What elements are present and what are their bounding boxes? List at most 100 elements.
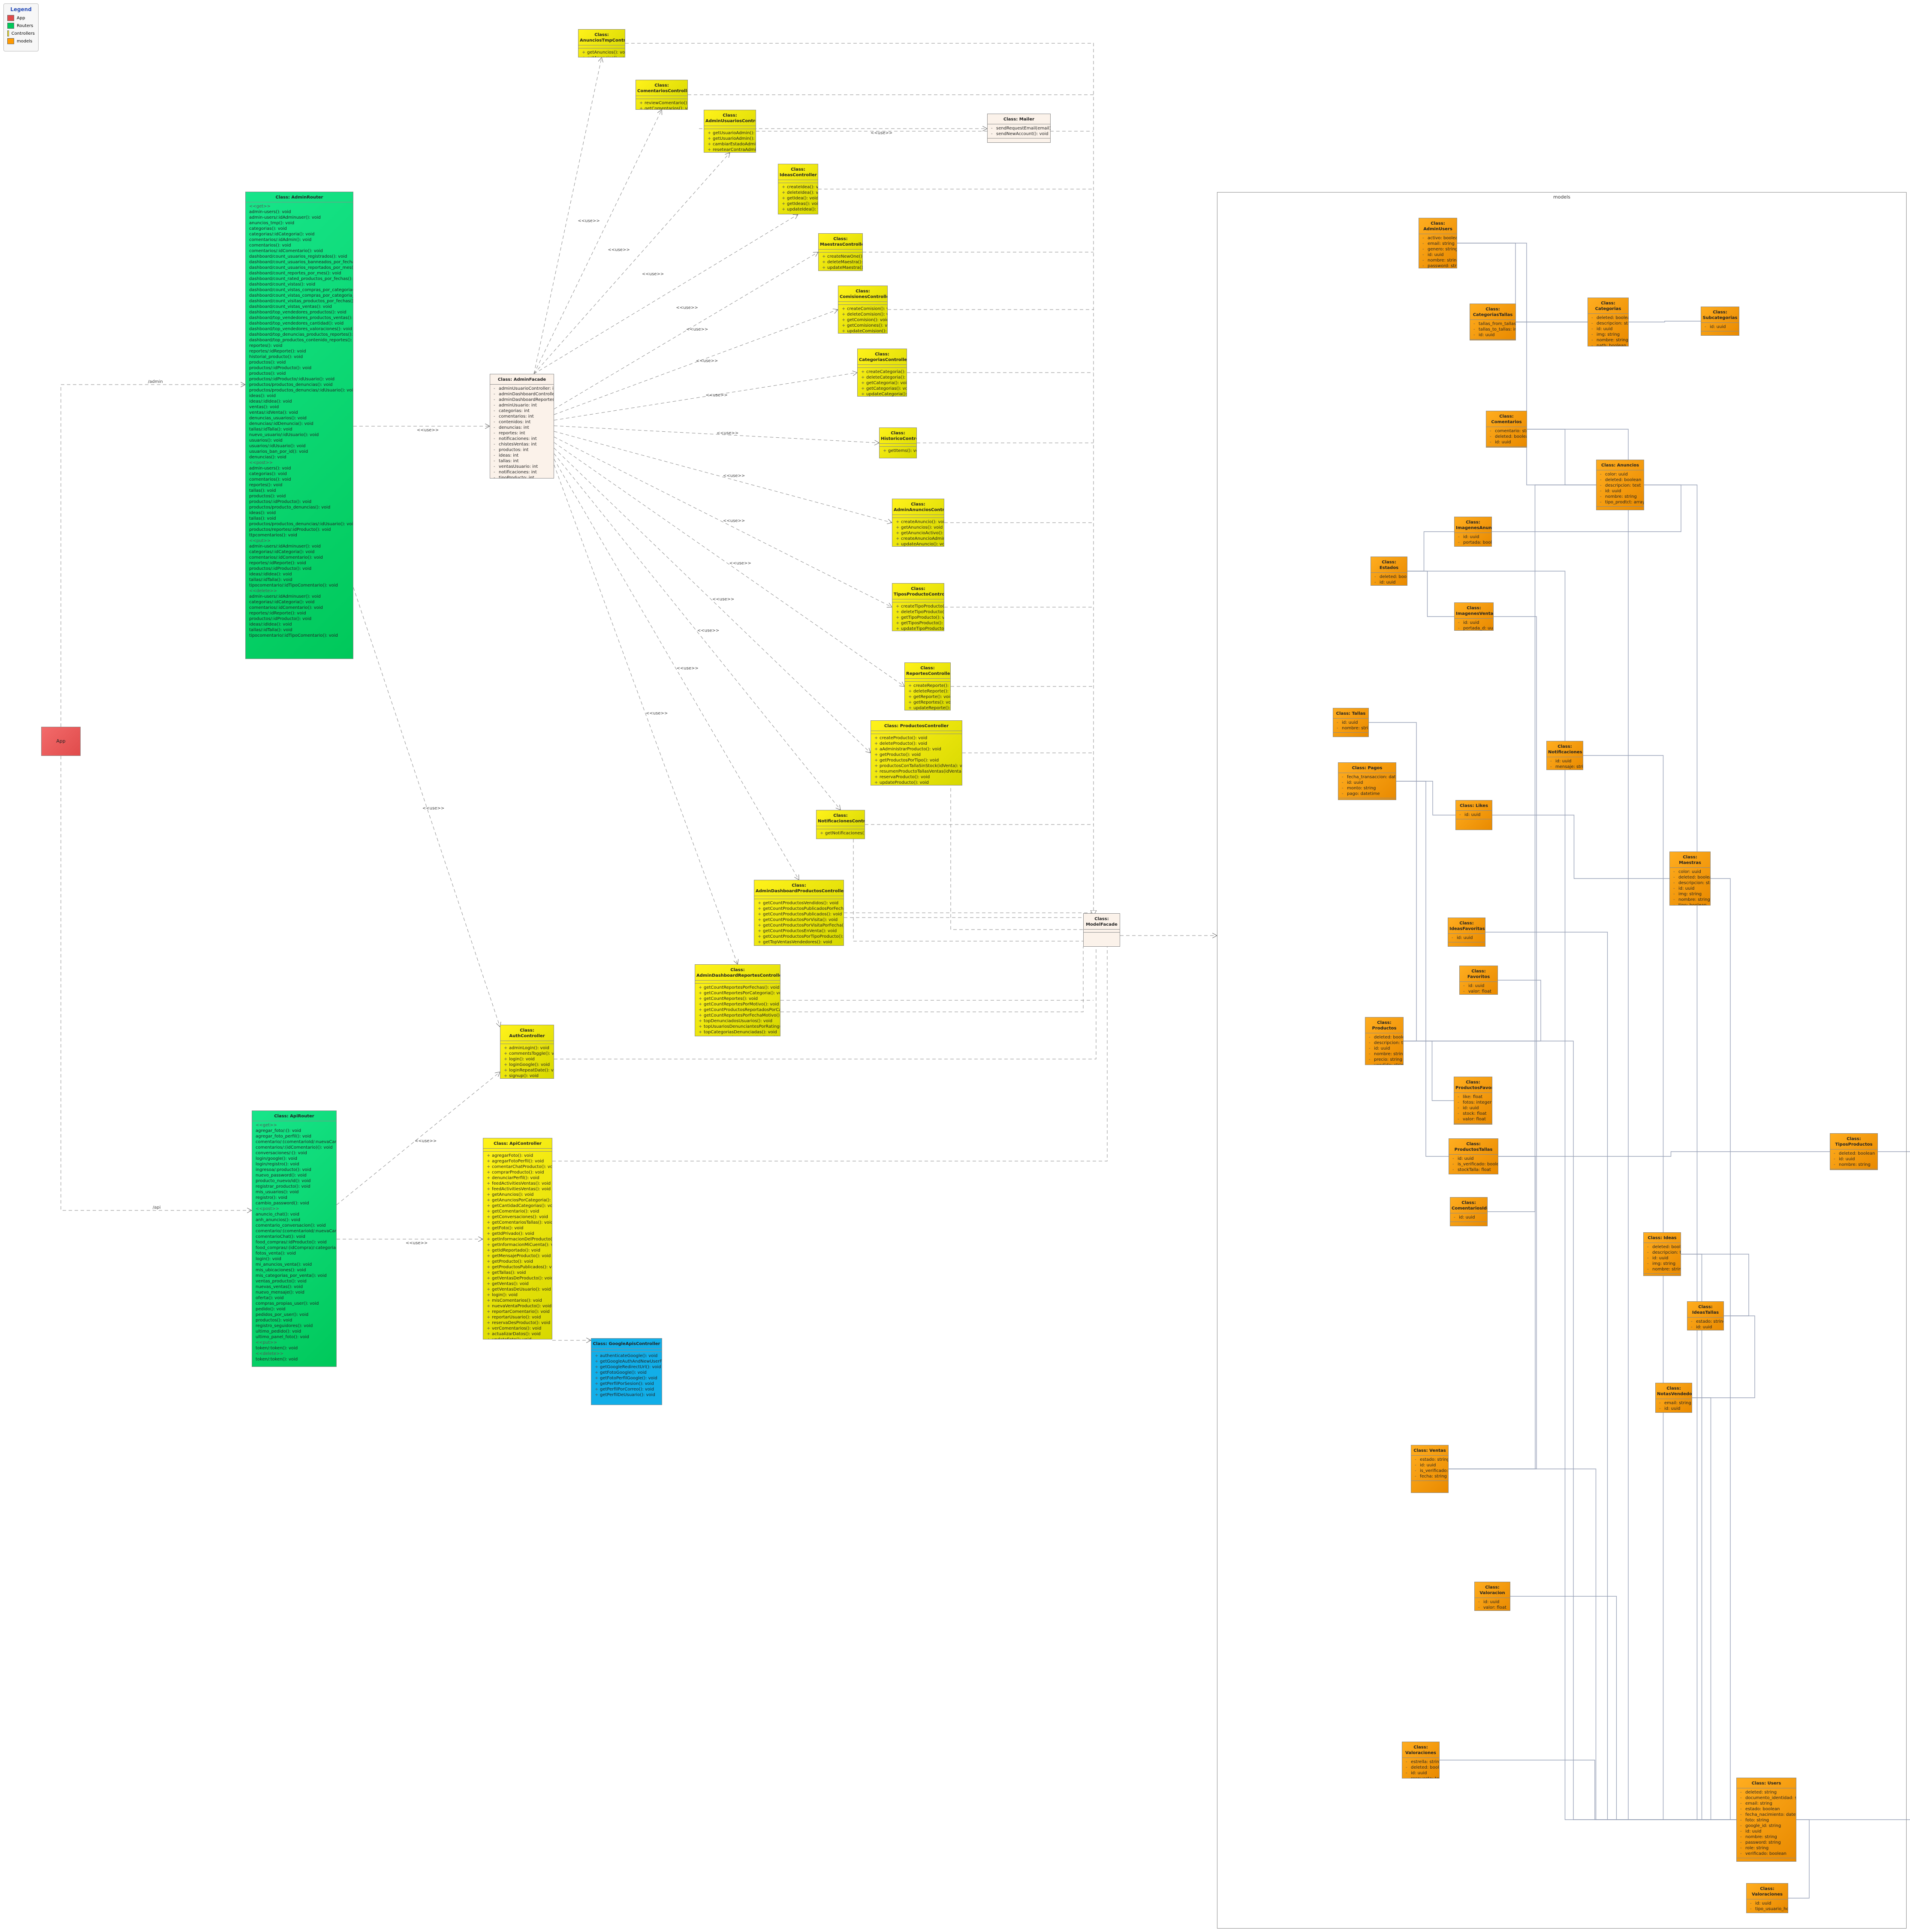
class-box-m-notasvendedor[interactable]: Class: NotasVendedor - email: string - id: u…	[1655, 1383, 1692, 1413]
class-box-m-adminusers[interactable]: Class: AdminUsers-activo: boolean-email:…	[1419, 218, 1457, 268]
class-box-m-productos[interactable]: Class: Productos-deleted: boolean-descri…	[1365, 1017, 1404, 1065]
class-method: +getCountReportesPorFechaMotivo(): void	[699, 1013, 780, 1018]
class-box-m-estados[interactable]: Class: Estados-deleted: boolean-id: uuid…	[1371, 557, 1407, 586]
class-box-m-ventas[interactable]: Class: Ventas - estado: string - id: uuid - is…	[1411, 1445, 1449, 1493]
class-box-m-categoriastallas[interactable]: Class: CategoriasTallas - tallas_from_tall…	[1470, 304, 1516, 340]
class-box-reportes[interactable]: Class: ReportesController + createReporte(…	[904, 662, 951, 710]
class-box-ideascontroller[interactable]: Class: IdeasController+createIdea(): voi…	[778, 164, 818, 214]
class-box-m-likes[interactable]: Class: Likes - id: uuid	[1455, 800, 1492, 830]
class-box-m-ideasfavoritas[interactable]: Class: IdeasFavoritas - id: uuid	[1448, 918, 1485, 947]
method-signature: updateFoto(): void	[492, 1337, 531, 1339]
visibility-marker: -	[1342, 791, 1344, 796]
method-signature: agregarFoto(): void	[492, 1153, 533, 1158]
class-box-adminrouter[interactable]: Class: AdminRouter <<get>> admin-users(): …	[245, 192, 353, 659]
class-box-tiposproducto[interactable]: Class: TiposProductoController+createTip…	[892, 583, 944, 631]
class-method: +createIdea(): void	[782, 184, 818, 190]
class-box-comentarioscontroller[interactable]: Class: ComentariosController + reviewComen…	[636, 80, 688, 110]
visibility-marker: -	[1374, 580, 1376, 585]
method-signature: updateMaestra(): void	[827, 265, 863, 270]
route-method: comentarios(): void	[249, 243, 291, 248]
class-box-m-valoraciones[interactable]: Class: Valoraciones - estrella: string - del…	[1402, 1742, 1440, 1779]
class-box-modelfacade[interactable]: Class: ModelFacade	[1083, 913, 1120, 947]
class-box-m-comentariosideas[interactable]: Class: ComentariosIdeas -id: uuid	[1450, 1197, 1488, 1226]
class-method: +commentsToggle(): void	[504, 1051, 554, 1056]
class-attribute: - email: string	[1740, 1801, 1793, 1806]
class-method: + createProducto(): void	[874, 735, 958, 741]
visibility-marker: +	[487, 1159, 491, 1164]
class-box-m-pagos[interactable]: Class: Pagos-fecha_transaccion: datetime…	[1338, 762, 1396, 800]
class-box-adminfacade[interactable]: Class: AdminFacade - adminUsuarioControlle…	[490, 374, 554, 478]
class-box-m-ideastallas[interactable]: Class: IdeasTallas - estado: string - id: uu…	[1687, 1301, 1724, 1330]
class-box-m-productostallas[interactable]: Class: ProductosTallas - id: uuid - is_verif…	[1449, 1138, 1498, 1174]
class-box-m-users[interactable]: Class: Users - deleted: string - documento_i…	[1736, 1778, 1796, 1862]
attribute-signature: id: uuid	[1428, 253, 1444, 257]
class-box-admindashboardproductos[interactable]: Class: AdminDashboardProductosController…	[754, 880, 844, 946]
route-method: dashboard/count_reportes_por_mes(): void	[249, 271, 341, 276]
legend-label-routers: Routers	[17, 23, 33, 28]
class-box-m-categorias[interactable]: Class: Categorias-deleted: boolean-descr…	[1588, 298, 1629, 346]
class-method: +updateMaestra(): void	[822, 265, 862, 271]
class-box-mailer[interactable]: Class: Mailer-sendRequestEmail(email): v…	[987, 114, 1051, 143]
class-box-m-valoracion[interactable]: Class: Valoracion - id: uuid - valor: float	[1474, 1582, 1510, 1611]
method-signature: getFotoGoogle(): void	[600, 1370, 647, 1375]
route-method: productos(): void	[249, 494, 286, 499]
visibility-marker: -	[1422, 236, 1424, 241]
class-box-adminusuarios[interactable]: Class: AdminUsuariosController+getUsuari…	[704, 110, 756, 153]
visibility-marker: -	[494, 475, 495, 478]
class-box-authcontroller[interactable]: Class: AuthController + adminLogin(): void…	[500, 1025, 554, 1079]
class-attribute: -deleted: boolean	[1600, 477, 1641, 483]
attribute-signature: vendido: string	[1374, 1063, 1403, 1065]
visibility-marker: -	[1463, 984, 1465, 988]
visibility-marker: +	[487, 1282, 491, 1286]
visibility-marker: -	[494, 431, 495, 436]
attribute-signature: img: string	[1652, 1261, 1676, 1266]
class-box-historicos[interactable]: Class: HistoricoController +getItems(): v…	[879, 427, 917, 458]
edge-api-modelfacade	[552, 947, 1108, 1162]
class-box-productoscontroller[interactable]: Class: ProductosController + createProduct…	[871, 720, 962, 785]
attribute-signature: id: uuid	[1745, 1829, 1762, 1834]
method-signature: getCountProductosPorVisita(): void	[763, 918, 838, 922]
class-box-m-ideas[interactable]: Class: Ideas-deleted: boolean-descripcio…	[1643, 1232, 1681, 1276]
class-box-googleapis[interactable]: Class: GoogleApisController + authenticate…	[591, 1338, 662, 1405]
attribute-signature: id: uuid	[1664, 1406, 1681, 1411]
attribute-signature: deleted: boolean	[1374, 1035, 1403, 1040]
class-box-m-imagenesventas[interactable]: Class: ImagenesVentas - id: uuid - portada_d…	[1454, 602, 1494, 631]
class-box-m-valoraciones2[interactable]: Class: Valoraciones - id: uuid - tipo_usuari…	[1746, 1883, 1788, 1913]
route-method: reportes(): void	[249, 343, 283, 348]
class-box-m-imagenesanuncios[interactable]: Class: ImagenesAnuncios-id: uuid-portada…	[1454, 517, 1492, 547]
class-box-m-maestras[interactable]: Class: Maestras - color: uuid - deleted: boo…	[1669, 852, 1711, 906]
class-box-m-tallas[interactable]: Class: Tallas-id: uuid-nombre: string	[1333, 708, 1369, 737]
class-box-m-anuncios[interactable]: Class: Anuncios - color: uuid - deleted: boo…	[1596, 460, 1644, 510]
class-title: Class: Productos	[1365, 1017, 1403, 1033]
class-box-apicontroller[interactable]: Class: ApiController + agregarFoto(): void…	[483, 1138, 552, 1339]
edge-adminfacade-productoscontroller	[554, 448, 871, 753]
method-signature: getAnuncioActivo(): void	[901, 531, 944, 536]
class-box-categoriascontroller[interactable]: Class: CategoriasController + createCatego…	[857, 349, 907, 397]
method-signature: getPerfilPorCorreo(): void	[600, 1387, 654, 1392]
class-box-comisiones[interactable]: Class: ComisionesController + createComisi…	[838, 286, 888, 334]
method-signature: getCantidadCategorias(): void	[492, 1204, 552, 1208]
class-methods	[1454, 1124, 1492, 1125]
class-box-m-productosfavoritos[interactable]: Class: ProductosFavoritos-like: float-fo…	[1454, 1077, 1492, 1125]
attribute-signature: foto: string	[1745, 1818, 1769, 1823]
class-box-maestrascontroller[interactable]: Class: MaestrasController + createNewOne()…	[818, 233, 863, 271]
class-box-adminanuncios[interactable]: Class: AdminAnunciosController+createAnu…	[892, 499, 944, 547]
class-box-admindashboardreportes[interactable]: Class: AdminDashboardReportesController +…	[695, 964, 780, 1036]
visibility-marker: -	[1337, 726, 1338, 731]
class-box-m-notificaciones[interactable]: Class: Notificaciones - id: uuid - mensaje: …	[1546, 741, 1583, 770]
class-attribute: - comentarios: int	[494, 414, 550, 419]
class-box-m-comentarios[interactable]: Class: Comentarios-comentario: string-de…	[1486, 411, 1527, 448]
class-box-anunciostmp[interactable]: Class: AnunciosTmpController +getAnuncios…	[578, 29, 625, 57]
class-box-m-favoritos[interactable]: Class: Favoritos - id: uuid - valor: float	[1459, 966, 1498, 995]
class-method: +getUsuarioAdmin(): void	[708, 130, 756, 136]
route-method: nuevo_usuario/:idUsuario(): void	[249, 433, 319, 437]
class-box-m-tiposproductos[interactable]: Class: TiposProductos - deleted: boolean - i…	[1830, 1133, 1878, 1170]
visibility-marker: -	[1406, 1765, 1407, 1770]
class-box-notificaciones[interactable]: Class: NotificacionesController +getNotif…	[816, 810, 865, 839]
class-attribute: -descripcion: string	[1673, 880, 1710, 886]
visibility-marker: +	[487, 1293, 491, 1297]
class-method: + getTallas(): void	[487, 1270, 548, 1276]
app-node[interactable]: App	[41, 727, 81, 756]
class-box-m-subcategorias[interactable]: Class: Subcategorias - id: uuid	[1701, 307, 1739, 336]
class-box-apirouter[interactable]: Class: ApiRouter <<get>> agregar_foto/:():…	[252, 1110, 337, 1367]
